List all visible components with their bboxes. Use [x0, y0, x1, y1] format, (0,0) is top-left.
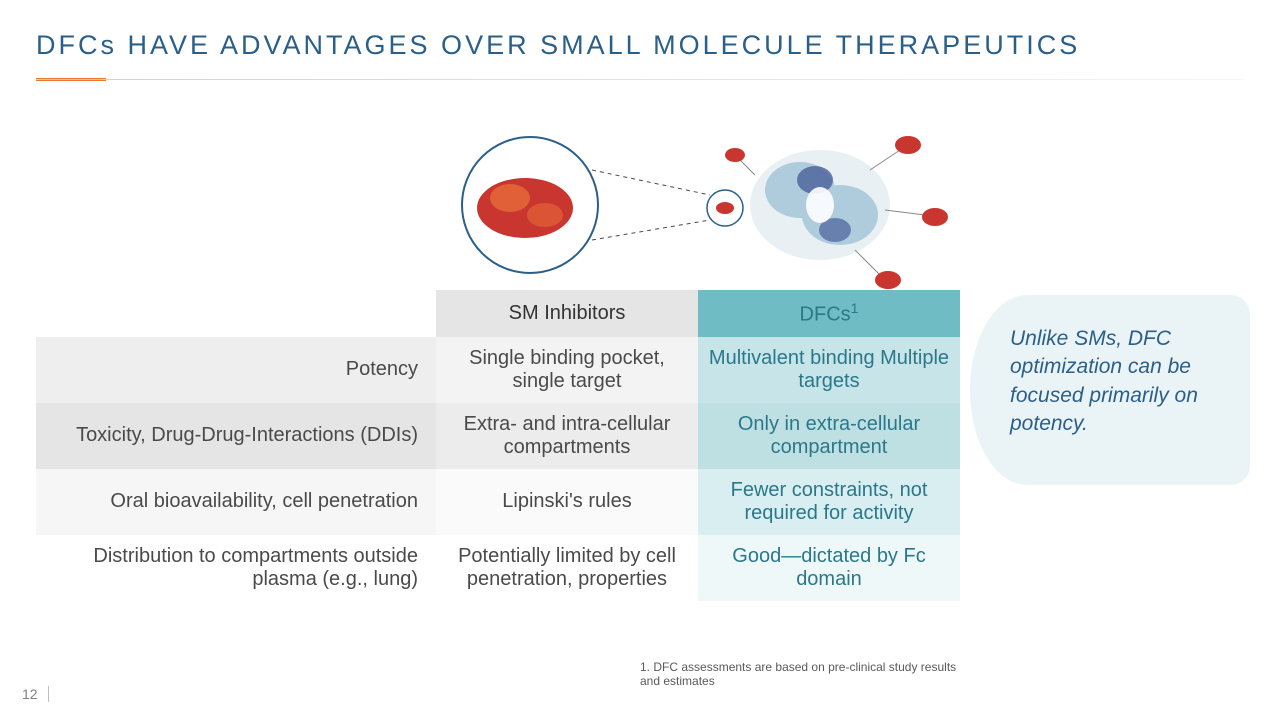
attached-red-1	[870, 136, 921, 170]
row-label: Potency	[36, 337, 436, 403]
zoom-red-blob	[477, 178, 573, 238]
title-rule	[36, 79, 1244, 80]
sm-cell: Extra- and intra-cellular compartments	[436, 403, 698, 469]
table-header-row: SM Inhibitors DFCs1	[36, 290, 960, 337]
protein-complex	[725, 136, 948, 289]
table-row: Distribution to compartments outside pla…	[36, 535, 960, 601]
dfc-cell: Only in extra-cellular compartment	[698, 403, 960, 469]
slide: DFCs HAVE ADVANTAGES OVER SMALL MOLECULE…	[0, 0, 1280, 720]
sm-cell: Single binding pocket, single target	[436, 337, 698, 403]
title-bar: DFCs HAVE ADVANTAGES OVER SMALL MOLECULE…	[36, 30, 1244, 61]
table-row: Toxicity, Drug-Drug-Interactions (DDIs) …	[36, 403, 960, 469]
slide-title: DFCs HAVE ADVANTAGES OVER SMALL MOLECULE…	[36, 30, 1244, 61]
col-header-sm: SM Inhibitors	[436, 290, 698, 337]
dfc-cell: Good—dictated by Fc domain	[698, 535, 960, 601]
footnote: 1. DFC assessments are based on pre-clin…	[640, 660, 960, 689]
page-number: 12	[22, 686, 49, 702]
callout-text: Unlike SMs, DFC optimization can be focu…	[1010, 325, 1226, 438]
comparison-table: SM Inhibitors DFCs1 Potency Single bindi…	[36, 290, 960, 601]
table-row: Oral bioavailability, cell penetration L…	[36, 469, 960, 535]
dfc-cell: Multivalent binding Multiple targets	[698, 337, 960, 403]
attached-red-4	[725, 148, 755, 175]
row-label: Oral bioavailability, cell penetration	[36, 469, 436, 535]
dfc-cell: Fewer constraints, not required for acti…	[698, 469, 960, 535]
attached-red-2	[885, 208, 948, 226]
col-header-dfc: DFCs1	[698, 290, 960, 337]
table-row: Potency Single binding pocket, single ta…	[36, 337, 960, 403]
callout-box: Unlike SMs, DFC optimization can be focu…	[970, 295, 1250, 485]
sm-cell: Potentially limited by cell penetration,…	[436, 535, 698, 601]
attached-red-3	[855, 250, 901, 289]
sm-cell: Lipinski's rules	[436, 469, 698, 535]
row-label: Toxicity, Drug-Drug-Interactions (DDIs)	[36, 403, 436, 469]
row-label: Distribution to compartments outside pla…	[36, 535, 436, 601]
molecule-illustration	[440, 120, 960, 295]
